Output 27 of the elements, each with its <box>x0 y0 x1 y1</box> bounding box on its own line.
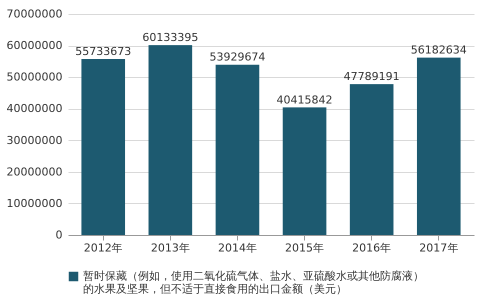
data-label: 53929674 <box>209 50 266 64</box>
x-tick-label: 2017年 <box>419 242 458 254</box>
y-tick-label: 20000000 <box>6 165 62 178</box>
y-tick-label: 30000000 <box>6 134 62 147</box>
x-tick-label: 2012年 <box>84 242 123 254</box>
legend-label: 暂时保藏（例如，使用二氧化硫气体、盐水、亚硫酸水或其他防腐液）的水果及坚果，但不适于直接食用的出口金额（美元） <box>83 270 424 296</box>
x-tick-label: 2015年 <box>285 242 324 254</box>
y-tick-label: 60000000 <box>6 39 62 52</box>
y-tick-label: 70000000 <box>6 8 62 20</box>
bar <box>350 84 394 235</box>
data-label: 56182634 <box>410 44 467 57</box>
y-tick-label: 50000000 <box>6 70 62 84</box>
y-tick-label: 40000000 <box>6 102 62 116</box>
x-tick-label: 2016年 <box>352 242 392 254</box>
bar <box>216 64 260 235</box>
data-label: 40415842 <box>276 93 333 106</box>
bar <box>282 107 326 235</box>
y-tick-label: 0 <box>56 228 62 242</box>
x-tick-label: 2013年 <box>150 242 190 254</box>
bar <box>148 45 192 235</box>
y-tick-label: 10000000 <box>6 196 62 210</box>
data-label: 47789191 <box>344 70 400 84</box>
bar <box>81 59 126 235</box>
data-label: 60133395 <box>142 31 198 44</box>
data-label: 55733673 <box>75 45 132 58</box>
bar <box>416 58 461 235</box>
x-tick-label: 2014年 <box>218 242 257 254</box>
